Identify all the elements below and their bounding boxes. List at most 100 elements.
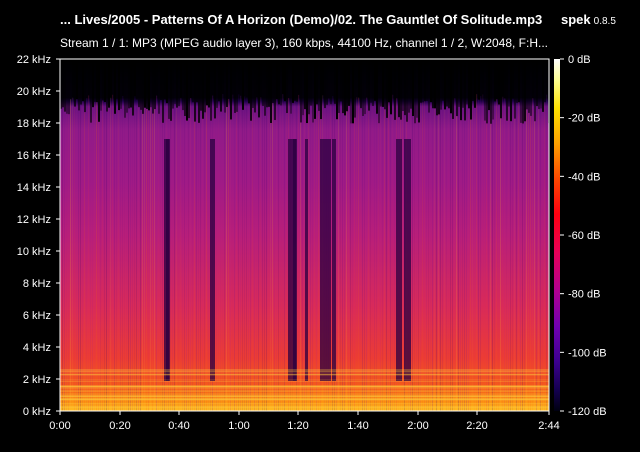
- hf-streak: [174, 59, 176, 104]
- spectral-texture: [546, 94, 547, 411]
- spectral-texture: [120, 108, 121, 411]
- spectral-texture: [216, 107, 217, 411]
- spectral-texture: [516, 102, 517, 411]
- spectral-texture: [102, 100, 103, 411]
- spectral-texture: [190, 98, 191, 411]
- hf-streak: [164, 59, 166, 100]
- freq-tick-label: 20 kHz: [17, 86, 51, 98]
- hf-streak: [352, 59, 354, 124]
- spectral-texture: [138, 107, 139, 411]
- hf-streak: [298, 59, 300, 95]
- hf-streak: [242, 59, 244, 110]
- hf-streak: [498, 59, 500, 105]
- harmonic-line: [60, 403, 549, 405]
- spectral-texture: [246, 97, 247, 411]
- hf-streak: [472, 59, 474, 101]
- spectral-texture: [262, 105, 263, 411]
- harmonic-line: [60, 386, 549, 388]
- hf-streak: [248, 59, 250, 104]
- hf-streak: [538, 59, 540, 110]
- spectral-texture: [98, 121, 99, 411]
- spectral-texture: [352, 123, 353, 411]
- spectral-texture: [354, 117, 355, 411]
- spectral-texture: [192, 102, 193, 411]
- spectral-texture: [236, 111, 237, 411]
- hf-streak: [434, 59, 436, 109]
- spectral-texture: [470, 119, 471, 411]
- hf-streak: [282, 59, 284, 95]
- spectral-texture: [498, 104, 499, 411]
- spectral-texture: [478, 99, 479, 411]
- hf-streak: [288, 59, 290, 99]
- quiet-band: [166, 139, 169, 381]
- hf-streak: [388, 59, 390, 103]
- spectral-texture: [300, 122, 301, 411]
- spectral-texture: [194, 121, 195, 411]
- freq-tick-label: 22 kHz: [17, 54, 51, 66]
- spectral-texture: [468, 108, 469, 411]
- hf-streak: [420, 59, 422, 103]
- hf-streak: [522, 59, 524, 124]
- spectral-texture: [494, 101, 495, 411]
- spectral-texture: [198, 122, 199, 411]
- hf-streak: [222, 59, 224, 95]
- spectral-texture: [484, 120, 485, 411]
- hf-streak: [470, 59, 472, 120]
- hf-streak: [148, 59, 150, 111]
- hf-streak: [192, 59, 194, 103]
- spectral-texture: [62, 107, 63, 411]
- spectral-texture: [258, 117, 259, 411]
- spectral-texture: [438, 114, 439, 411]
- hf-streak: [170, 59, 172, 121]
- spectral-texture: [76, 99, 77, 411]
- spectral-texture: [264, 115, 265, 411]
- spectral-texture: [488, 110, 489, 411]
- spectral-texture: [372, 105, 373, 411]
- spectral-texture: [472, 100, 473, 411]
- spectral-texture: [448, 108, 449, 411]
- spectral-texture: [536, 106, 537, 411]
- hf-streak: [508, 59, 510, 107]
- hf-streak: [252, 59, 254, 108]
- spectral-texture: [60, 108, 61, 411]
- time-tick-label: 2:20: [466, 420, 487, 432]
- spectral-texture: [528, 112, 529, 411]
- hf-streak: [80, 59, 82, 105]
- hf-streak: [458, 59, 460, 107]
- hf-streak: [110, 59, 112, 98]
- spectral-texture: [150, 107, 151, 411]
- spectral-texture: [402, 110, 403, 411]
- spectral-texture: [454, 98, 455, 411]
- hf-streak: [240, 59, 242, 96]
- hf-streak: [146, 59, 148, 109]
- hf-streak: [152, 59, 154, 114]
- hf-streak: [86, 59, 88, 99]
- hf-streak: [218, 59, 220, 102]
- hf-streak: [346, 59, 348, 112]
- spectral-texture: [380, 106, 381, 411]
- hf-streak: [132, 59, 134, 116]
- quiet-band: [404, 139, 408, 381]
- spectral-texture: [428, 112, 429, 411]
- spectral-texture: [70, 99, 71, 411]
- spectral-texture: [286, 113, 287, 411]
- hf-streak: [354, 59, 356, 118]
- hf-streak: [136, 59, 138, 100]
- harmonic-line: [60, 388, 549, 390]
- spectral-texture: [162, 122, 163, 411]
- spectral-texture: [392, 94, 393, 411]
- hf-streak: [114, 59, 116, 114]
- hf-streak: [150, 59, 152, 108]
- hf-streak: [460, 59, 462, 121]
- hf-streak: [204, 59, 206, 113]
- hf-streak: [258, 59, 260, 118]
- spectral-texture: [422, 102, 423, 411]
- spectrogram[interactable]: [60, 59, 549, 411]
- hf-streak: [464, 59, 466, 121]
- quiet-band: [293, 139, 297, 381]
- hf-streak: [454, 59, 456, 99]
- hf-streak: [268, 59, 270, 107]
- hf-streak: [422, 59, 424, 103]
- spectral-texture: [532, 98, 533, 411]
- hf-streak: [452, 59, 454, 119]
